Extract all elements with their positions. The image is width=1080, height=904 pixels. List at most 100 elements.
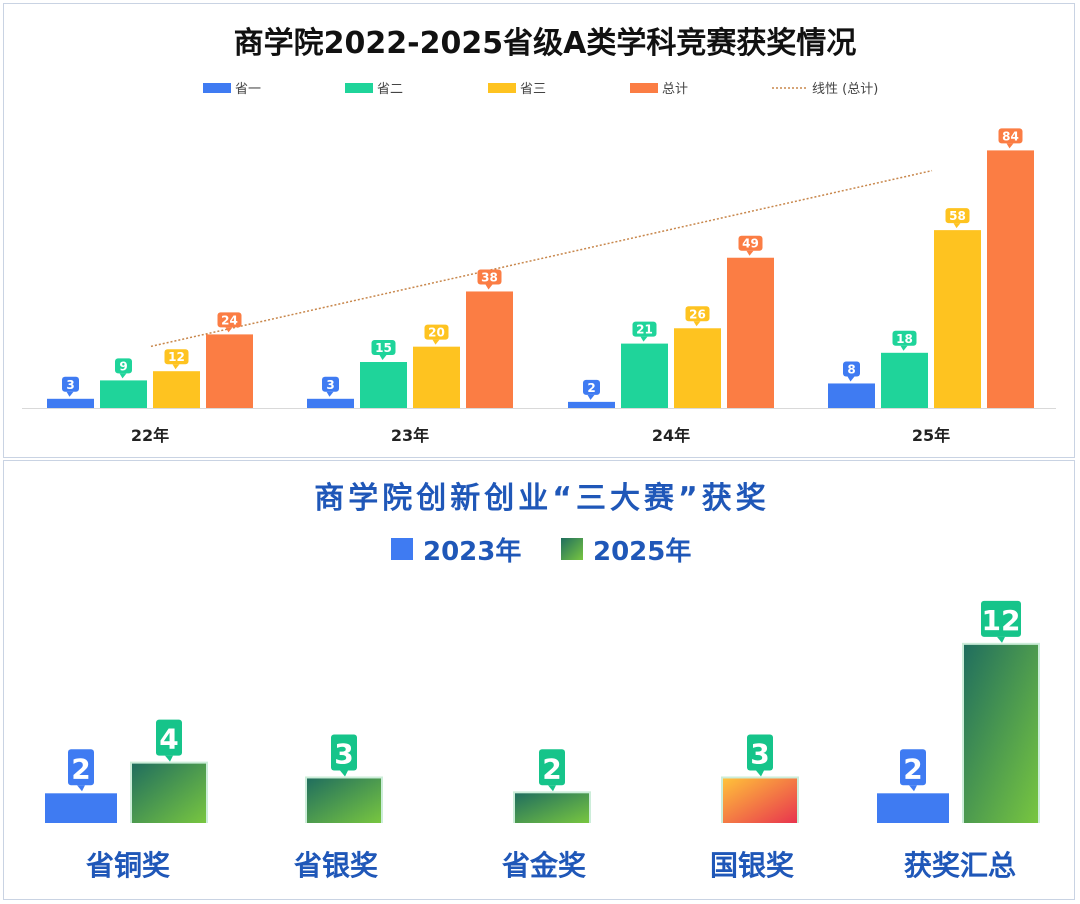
data-label: 2	[583, 379, 600, 400]
trendline-total	[150, 169, 933, 348]
bar-2025-2	[515, 793, 589, 823]
bar-2025-0	[132, 763, 206, 823]
legend-swatch-p2	[345, 83, 373, 93]
label-2025: 3	[747, 734, 773, 777]
data-label-text: 9	[119, 359, 127, 373]
bar-24-series-3	[727, 257, 774, 408]
chart1-title: 商学院2022-2025省级A类学科竞赛获奖情况	[234, 26, 857, 61]
bar-25-series-1	[881, 352, 928, 408]
data-label: 3	[62, 376, 79, 397]
data-label: 21	[632, 321, 657, 342]
label-2025-text: 4	[159, 723, 178, 756]
category-label: 省银奖	[294, 849, 378, 882]
bar-23-series-1	[360, 362, 407, 408]
bar-25-series-0	[828, 383, 875, 408]
data-label-text: 3	[326, 378, 334, 392]
data-label: 12	[164, 349, 189, 370]
x-tick-label: 25年	[912, 426, 950, 445]
label-2023: 2	[900, 749, 926, 792]
data-label-text: 38	[481, 270, 498, 284]
category-label: 省铜奖	[86, 849, 170, 882]
innovation-competition-panel: 商学院创新创业“三大赛”获奖 2023年 2025年 2 4 3 2 3 2 12 省铜奖 省…	[3, 460, 1075, 900]
data-label-text: 15	[375, 341, 392, 355]
data-label-text: 2	[587, 381, 595, 395]
bar-2025-3	[723, 778, 797, 823]
bar-25-series-3	[987, 150, 1034, 408]
bar-2025-4	[964, 644, 1038, 823]
data-label-text: 3	[66, 378, 74, 392]
label-2025-text: 2	[542, 752, 561, 785]
x-tick-label: 23年	[391, 426, 429, 445]
data-label: 3	[322, 376, 339, 397]
data-label-text: 58	[949, 209, 966, 223]
category-label: 获奖汇总	[904, 849, 1016, 882]
data-label: 8	[843, 361, 860, 382]
innovation-awards-chart: 商学院创新创业“三大赛”获奖 2023年 2025年 2 4 3 2 3 2 12 省铜奖 省…	[45, 481, 1040, 882]
bar-23-series-2	[413, 346, 460, 408]
label-2025-text: 3	[750, 737, 769, 770]
provincial-competition-panel: 商学院2022-2025省级A类学科竞赛获奖情况 省一 省二 省三 总计 线性 …	[3, 3, 1075, 458]
legend-label-2023: 2023年	[423, 536, 521, 567]
bar-24-series-2	[674, 328, 721, 408]
bar-2023-4	[877, 793, 949, 823]
data-label: 9	[115, 358, 132, 379]
legend-label-2025: 2025年	[593, 536, 691, 567]
category-label: 省金奖	[502, 849, 586, 882]
data-label-text: 84	[1002, 129, 1019, 143]
legend-label-p2: 省二	[377, 82, 403, 97]
data-label: 58	[945, 208, 970, 229]
label-2025: 2	[539, 749, 565, 792]
bar-22-series-0	[47, 398, 94, 408]
label-2025-text: 12	[982, 604, 1021, 637]
bar-22-series-1	[100, 380, 147, 408]
legend-swatch-p3	[488, 83, 516, 93]
data-label-text: 18	[896, 332, 913, 346]
bar-22-series-3	[206, 334, 253, 408]
legend-swatch-2025	[561, 538, 583, 560]
label-2025-text: 3	[334, 737, 353, 770]
bar-23-series-3	[466, 291, 513, 408]
label-2023-text: 2	[903, 752, 922, 785]
legend-label-p1: 省一	[235, 82, 261, 97]
data-label-text: 8	[847, 362, 855, 376]
label-2025: 3	[331, 734, 357, 777]
x-tick-label: 22年	[131, 426, 169, 445]
bar-25-series-2	[934, 230, 981, 408]
data-label-text: 24	[221, 313, 238, 327]
label-2023-text: 2	[71, 752, 90, 785]
data-label: 18	[892, 330, 917, 351]
label-2025: 4	[156, 719, 182, 762]
bar-24-series-1	[621, 343, 668, 408]
chart2-legend: 2023年 2025年	[391, 536, 691, 567]
bar-24-series-0	[568, 401, 615, 408]
data-label-text: 49	[742, 237, 759, 251]
data-label: 26	[685, 306, 710, 327]
legend-swatch-p1	[203, 83, 231, 93]
data-label-text: 21	[636, 323, 653, 337]
data-label: 15	[371, 340, 396, 360]
legend-label-total: 总计	[662, 82, 688, 97]
data-label-text: 12	[168, 350, 185, 364]
data-label-text: 20	[428, 326, 445, 340]
bar-23-series-0	[307, 398, 354, 408]
bar-22-series-2	[153, 371, 200, 408]
legend-swatch-2023	[391, 538, 413, 560]
data-label: 24	[217, 312, 242, 333]
category-label: 国银奖	[710, 849, 794, 882]
provincial-awards-chart: 商学院2022-2025省级A类学科竞赛获奖情况 省一 省二 省三 总计 线性 …	[22, 26, 1056, 445]
label-2025: 12	[981, 600, 1021, 643]
label-2023: 2	[68, 749, 94, 792]
chart2-title: 商学院创新创业“三大赛”获奖	[314, 481, 769, 516]
x-tick-label: 24年	[652, 426, 690, 445]
data-label: 20	[424, 324, 449, 345]
data-label-text: 26	[689, 307, 706, 321]
legend-swatch-total	[630, 83, 658, 93]
chart1-legend: 省一 省二 省三 总计 线性 (总计)	[203, 82, 878, 97]
bar-2025-1	[307, 778, 381, 823]
legend-label-p3: 省三	[520, 82, 546, 97]
data-label: 84	[998, 128, 1023, 149]
legend-label-trend: 线性 (总计)	[812, 82, 878, 97]
data-label: 49	[738, 235, 763, 256]
data-label: 38	[477, 269, 502, 290]
bar-2023-0	[45, 793, 117, 823]
